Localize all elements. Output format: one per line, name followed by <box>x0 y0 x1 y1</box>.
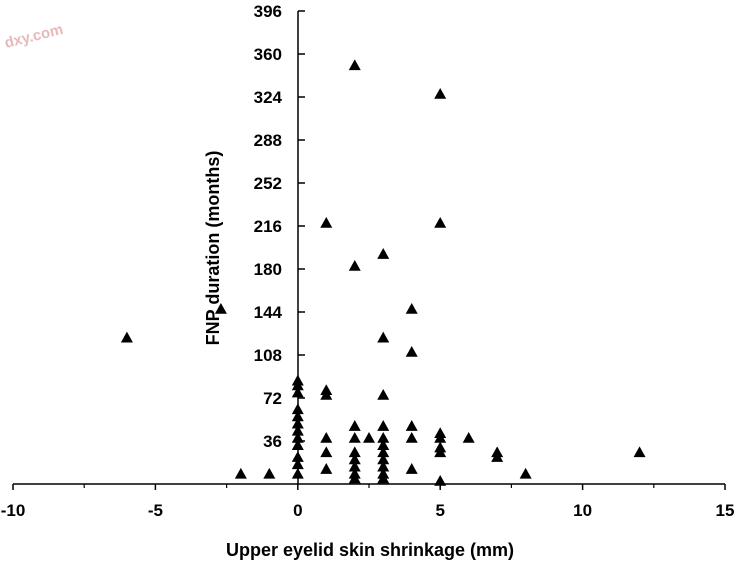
data-points <box>120 59 646 486</box>
data-point <box>348 260 361 271</box>
data-point <box>434 88 447 99</box>
y-tick-label: 288 <box>254 131 282 150</box>
data-point <box>320 432 333 443</box>
y-tick-label: 216 <box>254 217 282 236</box>
y-tick-label: 108 <box>254 346 282 365</box>
y-tick-label: 252 <box>254 174 282 193</box>
data-point <box>348 59 361 71</box>
data-point <box>348 460 361 472</box>
data-point <box>377 331 390 343</box>
data-point <box>320 446 333 458</box>
y-axis: 36 72 108 144 180 216 252 288 324 360 396 <box>254 2 305 484</box>
data-point <box>377 460 390 472</box>
y-tick-label: 144 <box>254 303 283 322</box>
data-point <box>405 346 418 357</box>
x-tick-label: 10 <box>573 501 592 520</box>
x-tick-label: 0 <box>293 501 302 520</box>
data-point <box>405 420 418 431</box>
data-point <box>377 446 390 458</box>
data-point <box>377 248 390 259</box>
data-point <box>377 472 390 484</box>
x-tick-label: 5 <box>435 501 444 520</box>
data-point <box>377 420 390 431</box>
data-point <box>291 417 304 429</box>
data-point <box>291 403 304 415</box>
data-point <box>348 420 361 431</box>
data-point <box>348 453 361 465</box>
data-point <box>491 451 504 462</box>
x-tick-label: -10 <box>1 501 26 520</box>
data-point <box>291 424 304 436</box>
y-tick-label: 72 <box>263 389 282 408</box>
y-tick-label: 324 <box>254 88 283 107</box>
data-point <box>291 379 304 391</box>
x-tick-label: -5 <box>148 501 163 520</box>
y-tick-label: 360 <box>254 45 282 64</box>
data-point <box>434 432 447 443</box>
x-axis-title: Upper eyelid skin shrinkage (mm) <box>226 540 514 560</box>
data-point <box>434 446 447 458</box>
data-point <box>348 446 361 458</box>
data-point <box>291 432 304 443</box>
data-point <box>320 463 333 474</box>
data-point <box>291 386 304 398</box>
data-point <box>434 475 447 486</box>
data-point <box>291 410 304 422</box>
data-point <box>291 451 304 462</box>
y-tick-label: 36 <box>263 432 282 451</box>
x-axis: -10 -5 0 5 10 15 <box>1 483 735 520</box>
data-point <box>377 453 390 465</box>
data-point <box>348 432 361 443</box>
data-point <box>291 439 304 450</box>
y-tick-label: 396 <box>254 2 282 21</box>
data-point <box>377 439 390 450</box>
watermark: dxy.com <box>3 21 65 52</box>
data-point <box>348 472 361 484</box>
data-point <box>291 467 304 479</box>
data-point <box>320 217 333 228</box>
data-point <box>462 432 475 443</box>
data-point <box>214 303 227 314</box>
data-point <box>320 389 333 400</box>
data-point <box>405 463 418 474</box>
data-point <box>377 389 390 400</box>
data-point <box>120 331 133 343</box>
data-point <box>434 217 447 228</box>
data-point <box>633 446 646 458</box>
y-tick-label: 180 <box>254 260 282 279</box>
data-point <box>405 432 418 443</box>
data-point <box>234 467 247 479</box>
data-point <box>519 467 532 479</box>
data-point <box>377 432 390 443</box>
data-point <box>291 458 304 470</box>
x-tick-label: 15 <box>716 501 735 520</box>
data-point <box>363 432 375 443</box>
y-axis-title: FNP duration (months) <box>203 151 223 346</box>
data-point <box>263 467 276 479</box>
data-point <box>405 303 418 314</box>
